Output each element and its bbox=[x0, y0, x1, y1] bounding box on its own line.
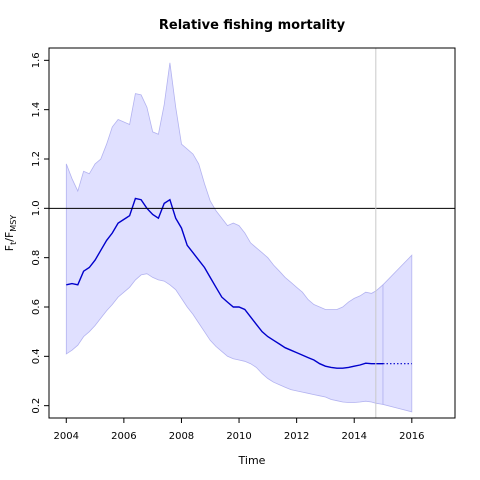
y-tick-label-0.2: 0.2 bbox=[31, 398, 42, 414]
series-lines bbox=[66, 197, 412, 369]
y-tick-label-1.6: 1.6 bbox=[31, 52, 42, 68]
x-tick-label-2006: 2006 bbox=[111, 431, 136, 442]
x-tick-label-2012: 2012 bbox=[284, 431, 309, 442]
confidence-bands bbox=[65, 62, 413, 413]
y-tick-label-0.4: 0.4 bbox=[31, 348, 42, 364]
x-tick-label-2014: 2014 bbox=[341, 431, 366, 442]
x-tick-label-2016: 2016 bbox=[399, 431, 424, 442]
y-axis: 0.2 0.4 0.6 0.8 1.0 1.2 1.4 1.6 bbox=[31, 52, 49, 414]
y-axis-label: Ft/FMSY bbox=[3, 215, 18, 251]
y-tick-label-1.4: 1.4 bbox=[31, 102, 42, 118]
x-tick-label-2008: 2008 bbox=[169, 431, 194, 442]
x-axis: 2004 2006 2008 2010 2012 2014 2016 bbox=[54, 418, 425, 442]
x-axis-label: Time bbox=[238, 454, 266, 467]
chart-title: Relative fishing mortality bbox=[159, 18, 346, 33]
y-tick-label-1.2: 1.2 bbox=[31, 151, 42, 167]
y-tick-label-1.0: 1.0 bbox=[31, 200, 42, 216]
confidence-band-0 bbox=[65, 62, 384, 405]
x-tick-label-2010: 2010 bbox=[226, 431, 251, 442]
y-tick-label-0.6: 0.6 bbox=[31, 299, 42, 315]
x-tick-label-2004: 2004 bbox=[54, 431, 79, 442]
y-tick-label-0.8: 0.8 bbox=[31, 250, 42, 266]
series-line-0 bbox=[66, 197, 383, 369]
plot-frame bbox=[48, 47, 456, 419]
confidence-band-1 bbox=[382, 254, 413, 413]
